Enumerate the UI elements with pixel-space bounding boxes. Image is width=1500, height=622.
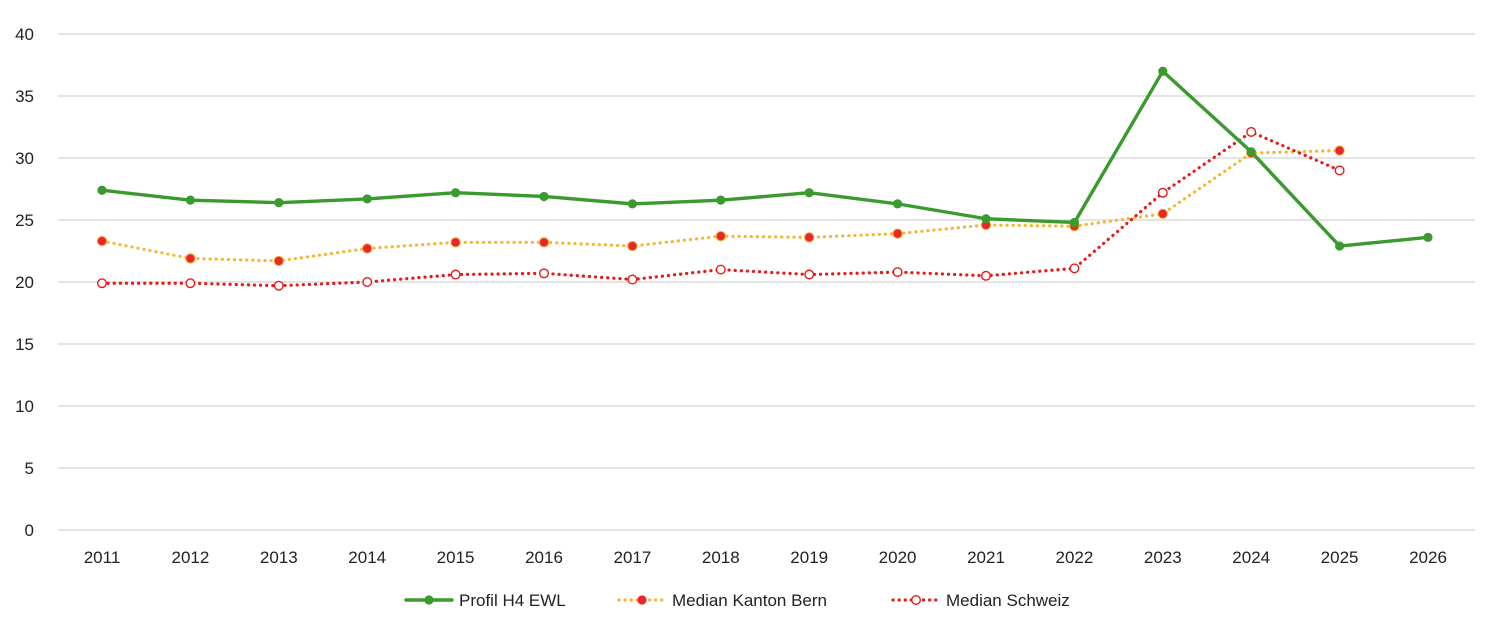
data-point xyxy=(1423,232,1433,242)
legend-marker xyxy=(637,595,647,605)
data-point xyxy=(97,185,107,195)
x-tick-label: 2022 xyxy=(1055,548,1093,567)
x-tick-label: 2024 xyxy=(1232,548,1270,567)
x-tick-label: 2015 xyxy=(437,548,475,567)
x-tick-label: 2020 xyxy=(879,548,917,567)
series-2 xyxy=(96,145,1345,267)
data-point xyxy=(1157,187,1168,198)
y-tick-label: 0 xyxy=(25,521,34,540)
gridlines xyxy=(58,33,1475,531)
data-point xyxy=(1157,208,1168,219)
legend-marker xyxy=(911,595,922,606)
data-point xyxy=(96,235,108,247)
y-tick-label: 5 xyxy=(25,459,34,478)
series-3 xyxy=(96,126,1345,291)
data-point xyxy=(273,280,284,291)
legend-item-3: Median Schweiz xyxy=(891,591,1070,610)
data-point xyxy=(804,269,815,280)
x-tick-label: 2026 xyxy=(1409,548,1447,567)
data-point xyxy=(185,195,195,205)
legend-marker xyxy=(424,595,434,605)
x-tick-label: 2011 xyxy=(84,548,121,567)
data-point xyxy=(981,214,991,224)
y-tick-label: 30 xyxy=(15,149,34,168)
y-tick-label: 15 xyxy=(15,335,34,354)
data-point xyxy=(1335,241,1345,251)
data-point xyxy=(450,237,461,248)
data-point xyxy=(274,198,284,208)
x-tick-label: 2021 xyxy=(967,548,1005,567)
legend-label: Median Kanton Bern xyxy=(672,591,827,610)
y-tick-label: 40 xyxy=(15,25,34,44)
data-point xyxy=(273,255,284,267)
series-line xyxy=(100,148,1342,263)
y-axis-tick-labels: 0 5 10 15 20 25 30 35 40 xyxy=(15,25,34,540)
series-line xyxy=(100,130,1342,288)
y-tick-label: 10 xyxy=(15,397,34,416)
series-line xyxy=(100,69,1430,248)
data-point xyxy=(362,243,373,254)
data-point xyxy=(450,269,461,280)
x-tick-label: 2017 xyxy=(613,548,651,567)
data-point xyxy=(804,232,815,243)
data-point xyxy=(1246,147,1256,157)
legend: Profil H4 EWL Median Kanton Bern Median Sc… xyxy=(404,591,1070,610)
legend-item-1: Profil H4 EWL xyxy=(404,591,566,610)
legend-label: Median Schweiz xyxy=(946,591,1070,610)
x-tick-label: 2025 xyxy=(1321,548,1359,567)
data-point xyxy=(627,199,638,209)
data-point xyxy=(362,194,372,204)
data-point xyxy=(893,199,903,209)
data-point xyxy=(804,188,814,198)
x-tick-label: 2016 xyxy=(525,548,563,567)
data-point xyxy=(892,228,903,239)
legend-label: Profil H4 EWL xyxy=(459,591,566,610)
data-point xyxy=(539,191,549,202)
data-point xyxy=(627,274,638,285)
data-point xyxy=(362,277,373,288)
data-point xyxy=(1069,263,1080,274)
data-point xyxy=(715,264,726,275)
data-point xyxy=(627,240,638,252)
y-tick-label: 25 xyxy=(15,211,34,230)
x-axis-tick-labels: 2011 2012 2013 2014 2015 2016 2017 2018 2019 2020… xyxy=(84,548,1447,567)
data-point xyxy=(538,237,550,248)
data-point xyxy=(981,270,992,281)
x-tick-label: 2018 xyxy=(702,548,740,567)
data-point xyxy=(185,253,196,264)
y-tick-label: 35 xyxy=(15,87,34,106)
legend-item-2: Median Kanton Bern xyxy=(617,591,827,610)
data-point xyxy=(1334,165,1345,176)
data-point xyxy=(451,188,461,198)
data-point xyxy=(1158,66,1168,76)
x-tick-label: 2014 xyxy=(348,548,386,567)
x-tick-label: 2023 xyxy=(1144,548,1182,567)
data-point xyxy=(185,278,196,289)
series-1 xyxy=(97,66,1433,251)
x-tick-label: 2013 xyxy=(260,548,298,567)
data-point xyxy=(1069,217,1079,228)
x-tick-label: 2019 xyxy=(790,548,828,567)
data-point xyxy=(716,195,726,205)
data-point xyxy=(715,231,726,242)
data-point xyxy=(892,267,903,278)
data-point xyxy=(1334,145,1345,156)
data-point xyxy=(539,268,550,279)
series-lines xyxy=(96,66,1433,291)
data-point xyxy=(1246,126,1257,137)
x-tick-label: 2012 xyxy=(171,548,209,567)
y-tick-label: 20 xyxy=(15,273,34,292)
data-point xyxy=(96,278,107,289)
